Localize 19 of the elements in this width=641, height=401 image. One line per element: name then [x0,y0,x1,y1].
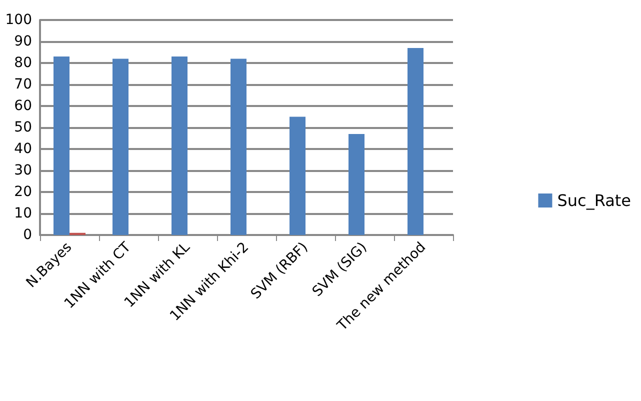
y-tick-label: 10 [14,206,32,222]
y-tick-label: 80 [14,55,32,71]
y-tick-label: 100 [5,12,32,28]
y-tick-label: 0 [23,227,32,243]
y-tick-label: 40 [14,141,32,157]
legend-label: Suc_Rate [557,191,631,210]
bar [112,58,128,235]
y-tick-label: 20 [14,184,32,200]
bar [54,56,70,235]
y-tick-label: 50 [14,120,32,136]
bar [172,56,188,235]
y-tick-label: 70 [14,76,32,92]
bar [408,48,424,235]
y-tick-label: 60 [14,98,32,114]
bar [230,58,246,235]
y-tick-label: 90 [14,34,32,50]
bar [290,116,306,235]
y-tick-label: 30 [14,162,32,178]
bar [348,134,364,235]
